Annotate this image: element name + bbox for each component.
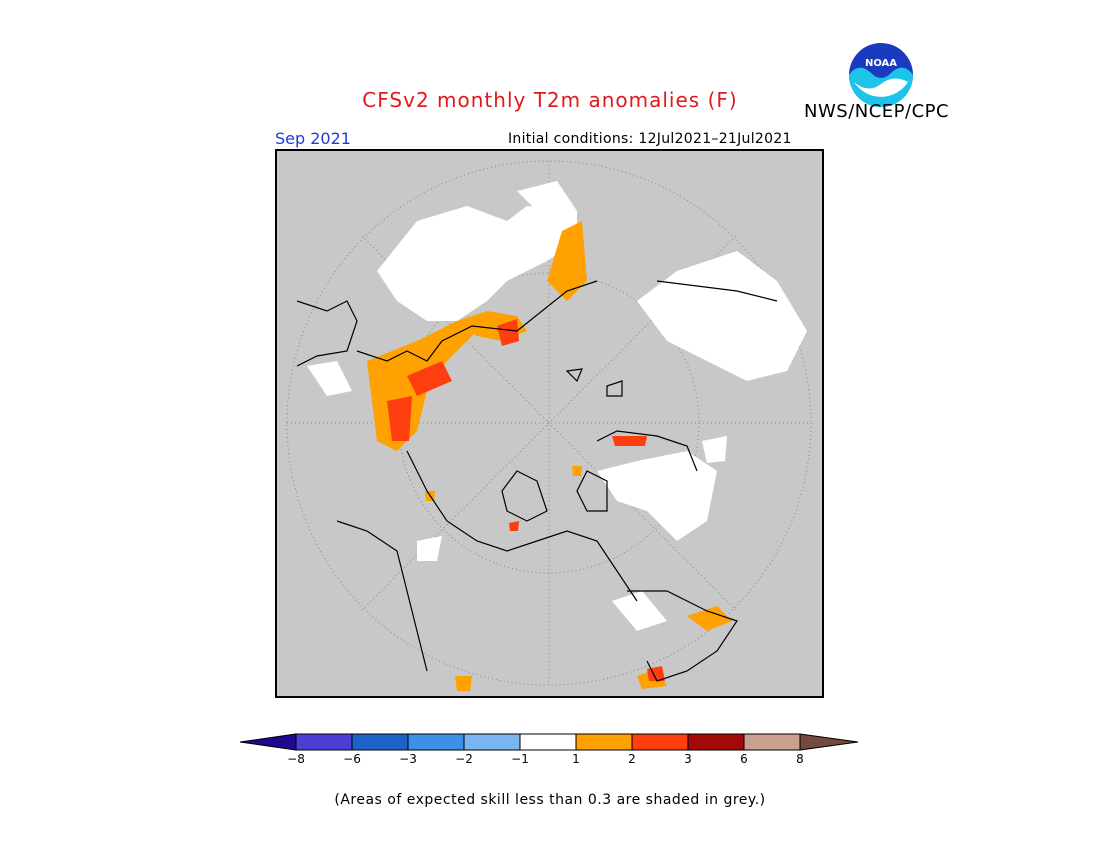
footnote: (Areas of expected skill less than 0.3 a… (334, 792, 766, 808)
colorbar-left-arrow (240, 733, 297, 751)
colorbar-tick: −3 (399, 752, 417, 766)
map-canvas (286, 160, 812, 691)
colorbar-segment (519, 733, 577, 751)
colorbar-segment (631, 733, 689, 751)
colorbar-ticks: −8 −6 −3 −2 −1 1 2 3 6 8 (0, 752, 1100, 768)
colorbar (240, 733, 859, 751)
colorbar-tick: 1 (572, 752, 580, 766)
agency-label: NWS/NCEP/CPC (804, 101, 950, 122)
colorbar-tick: −2 (455, 752, 473, 766)
noaa-logo-text: NOAA (865, 58, 897, 69)
colorbar-tick: −8 (287, 752, 305, 766)
initial-conditions: Initial conditions: 12Jul2021–21Jul2021 (508, 131, 792, 147)
colorbar-tick: −1 (511, 752, 529, 766)
colorbar-tick: 6 (740, 752, 748, 766)
colorbar-segment (351, 733, 409, 751)
colorbar-tick: −6 (343, 752, 361, 766)
colorbar-right-arrow (799, 733, 859, 751)
colorbar-segment (295, 733, 353, 751)
noaa-logo: NOAA (849, 43, 913, 107)
colorbar-segment (575, 733, 633, 751)
colorbar-tick: 3 (684, 752, 692, 766)
month-label: Sep 2021 (275, 129, 351, 148)
colorbar-tick: 2 (628, 752, 636, 766)
colorbar-segment (463, 733, 521, 751)
colorbar-tick: 8 (796, 752, 804, 766)
chart-title: CFSv2 monthly T2m anomalies (F) (362, 88, 738, 112)
colorbar-segment (687, 733, 745, 751)
polar-map (275, 149, 824, 698)
coastlines (296, 280, 778, 682)
colorbar-segment (407, 733, 465, 751)
colorbar-segment (743, 733, 801, 751)
